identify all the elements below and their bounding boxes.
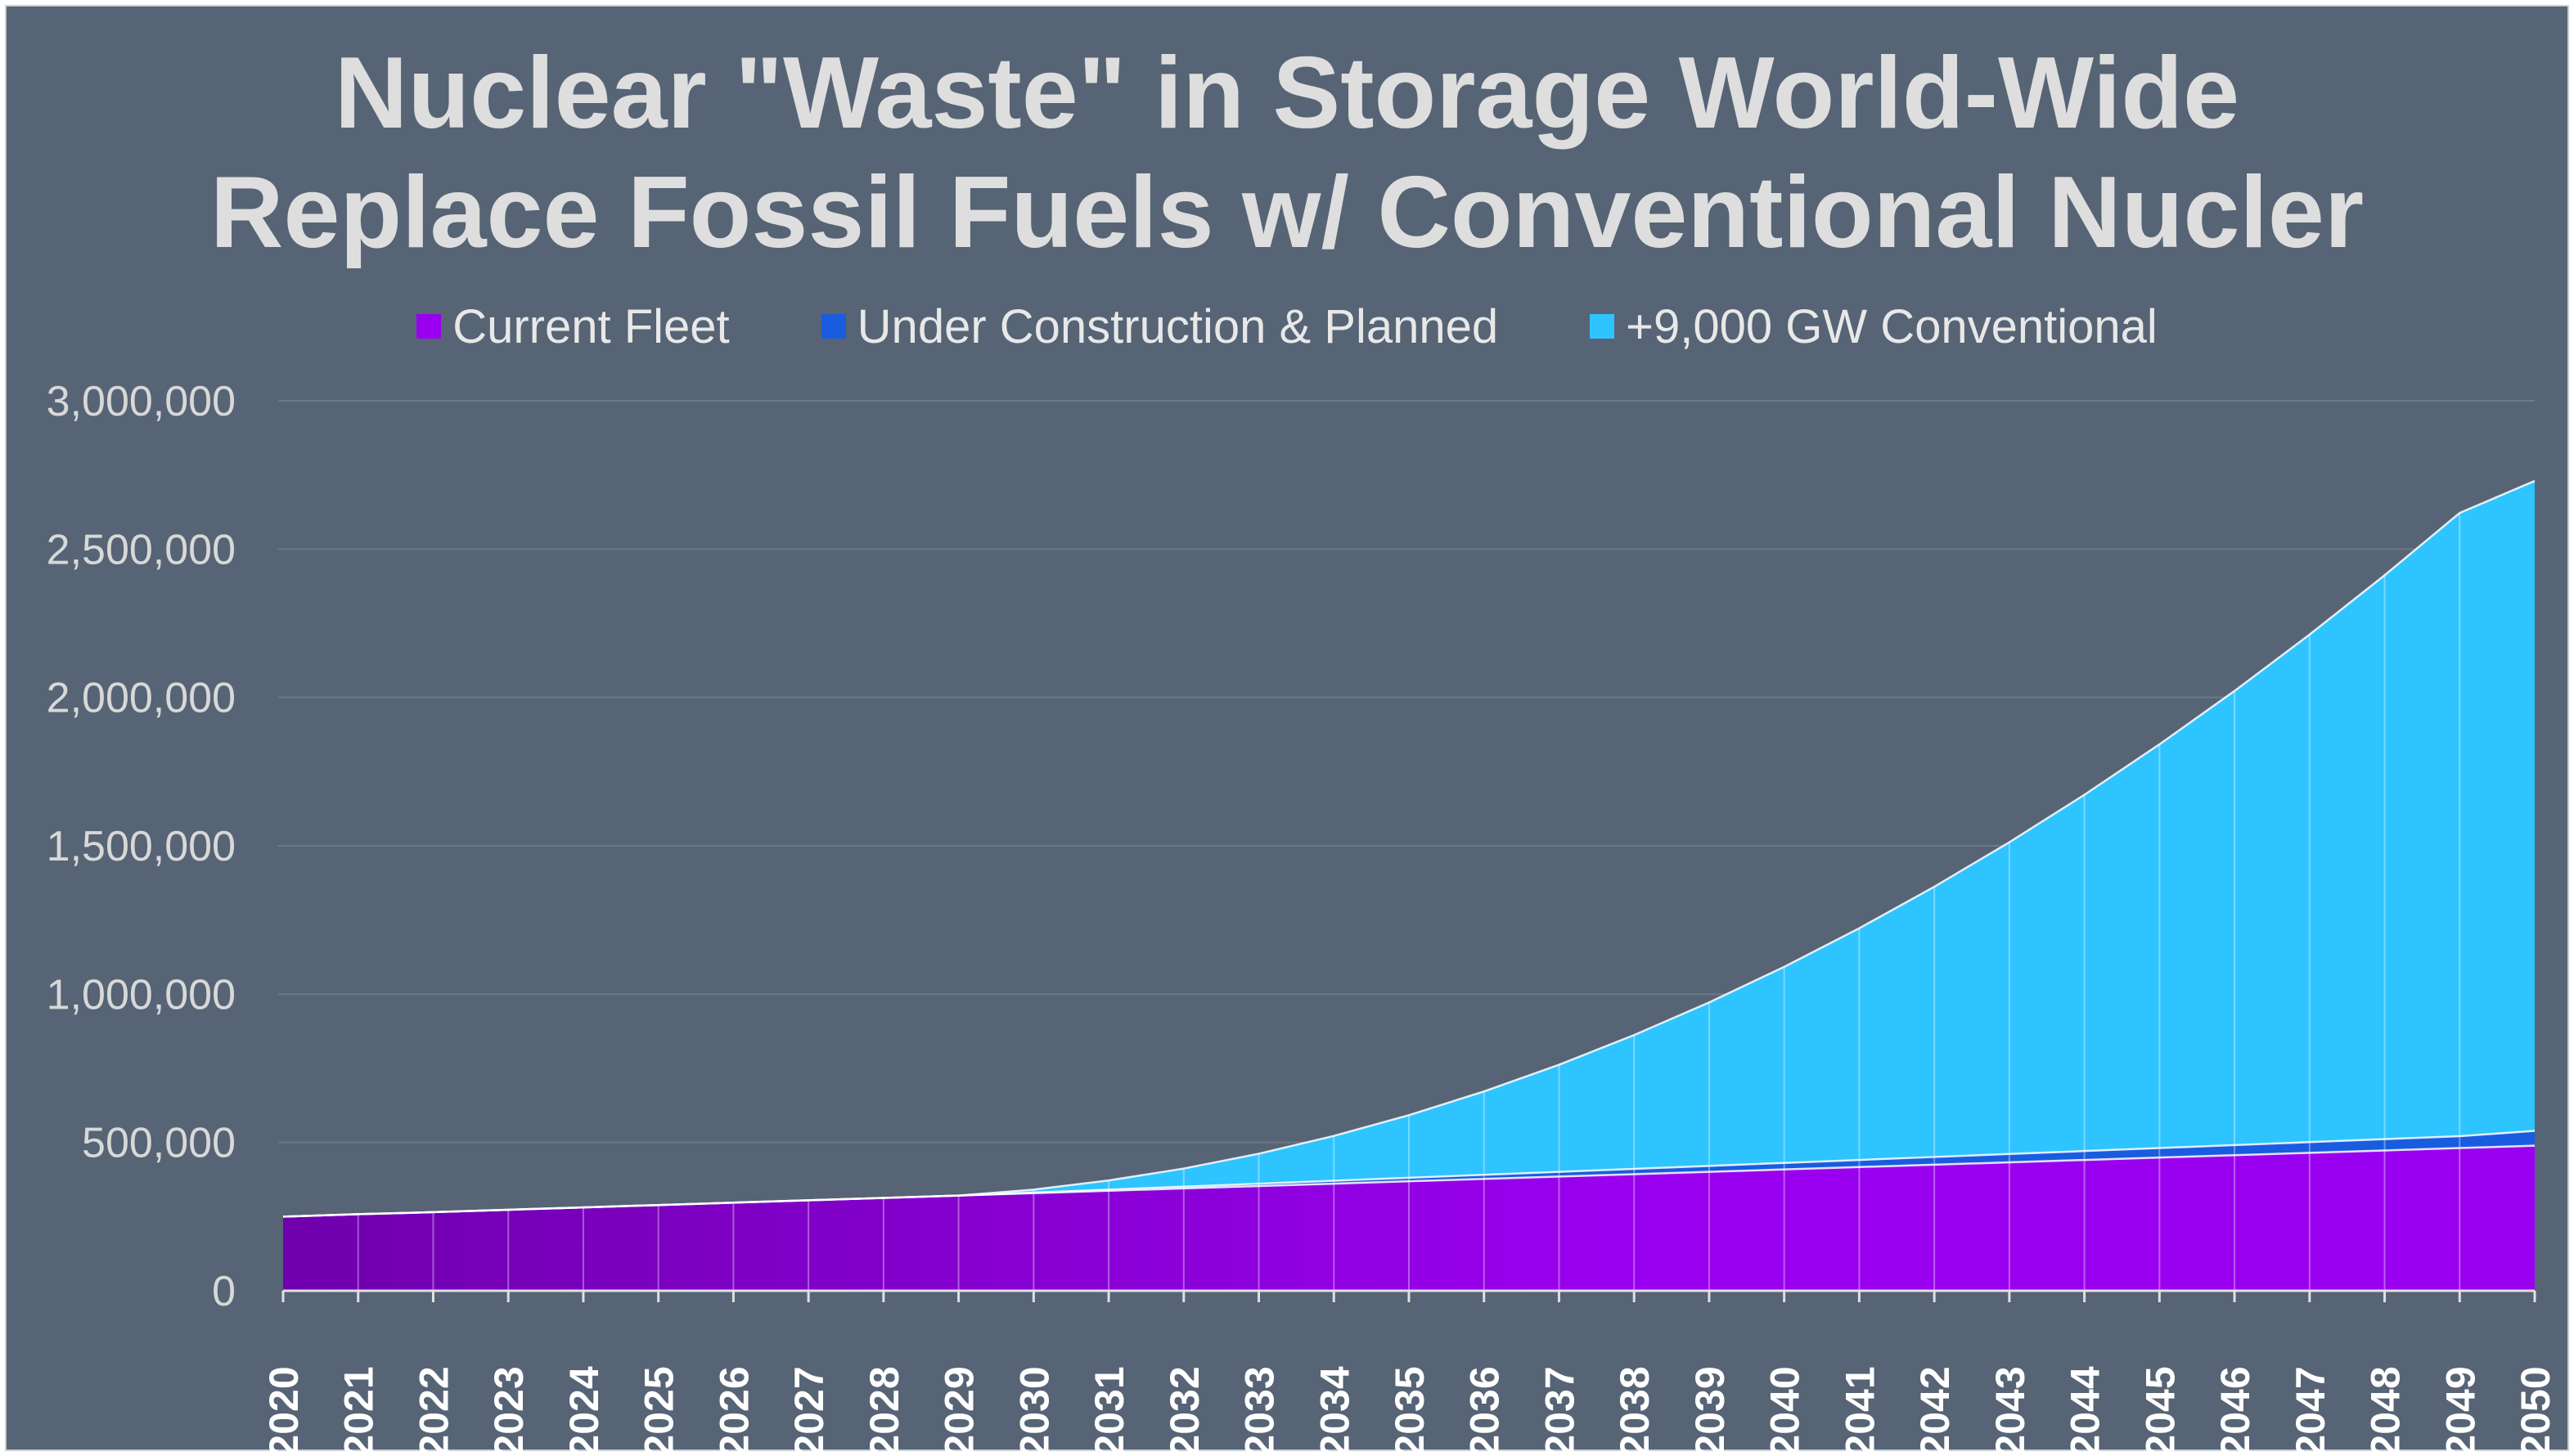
x-tick-label-18: 2038 [1612,1366,1658,1456]
legend-label-under-construction: Under Construction & Planned [857,299,1499,353]
x-tick-label-7: 2027 [786,1366,832,1456]
x-tick-label-15: 2035 [1387,1366,1433,1456]
x-tick-label-6: 2026 [711,1366,757,1456]
area-series-0-shading [283,1145,2535,1291]
x-tick-label-0: 2020 [261,1366,307,1456]
x-tick-label-8: 2028 [862,1366,907,1456]
x-tick-label-10: 2030 [1011,1366,1057,1456]
series-outline-2 [282,479,2536,1218]
y-tick-label-2: 1,000,000 [47,971,236,1018]
x-tick-label-1: 2021 [336,1366,382,1456]
legend-swatch-current-fleet [416,314,442,339]
x-tick-label-17: 2037 [1537,1366,1582,1456]
legend-swatch-under-construction [821,314,846,339]
x-tick-label-9: 2029 [937,1366,983,1456]
legend-item-current-fleet: Current Fleet [416,299,730,354]
x-tick-label-11: 2031 [1087,1366,1132,1456]
y-tick-label-5: 2,500,000 [47,526,236,573]
x-tick-label-23: 2043 [1987,1366,2033,1456]
y-tick-label-3: 1,500,000 [47,823,236,870]
y-tick-label-6: 3,000,000 [47,378,236,425]
legend-item-under-construction: Under Construction & Planned [821,299,1498,354]
y-tick-label-0: 0 [212,1268,236,1315]
y-tick-label-1: 500,000 [82,1120,236,1167]
legend-swatch-conventional [1590,314,1615,339]
x-tick-label-29: 2049 [2437,1366,2483,1456]
x-tick-label-5: 2025 [637,1366,682,1456]
chart-legend: Current Fleet Under Construction & Plann… [7,298,2567,355]
x-tick-label-28: 2048 [2363,1366,2409,1456]
x-tick-label-22: 2042 [1912,1366,1958,1456]
x-tick-label-2: 2022 [411,1366,457,1456]
x-tick-label-20: 2040 [1762,1366,1808,1456]
chart-title-line-2: Replace Fossil Fuels w/ Conventional Nuc… [209,156,2365,269]
x-tick-label-24: 2044 [2063,1366,2108,1456]
x-tick-label-26: 2046 [2212,1366,2258,1456]
x-tick-label-19: 2039 [1687,1366,1733,1456]
x-tick-label-12: 2032 [1162,1366,1208,1456]
x-tick-label-30: 2050 [2513,1366,2558,1456]
legend-item-conventional: +9,000 GW Conventional [1590,299,2158,354]
x-tick-label-3: 2023 [486,1366,532,1456]
x-tick-label-13: 2033 [1237,1366,1283,1456]
x-tick-label-27: 2047 [2288,1366,2333,1456]
y-tick-label-4: 2,000,000 [47,675,236,722]
x-tick-label-25: 2045 [2137,1366,2183,1456]
legend-label-current-fleet: Current Fleet [452,299,730,353]
x-tick-label-14: 2034 [1312,1366,1357,1456]
area-series-2 [283,480,2535,1217]
x-tick-label-21: 2041 [1837,1366,1883,1456]
legend-label-conventional: +9,000 GW Conventional [1626,299,2158,353]
x-tick-label-4: 2024 [561,1366,607,1456]
chart-title-line-1: Nuclear "Waste" in Storage World-Wide [334,37,2240,150]
x-tick-label-16: 2036 [1462,1366,1508,1456]
